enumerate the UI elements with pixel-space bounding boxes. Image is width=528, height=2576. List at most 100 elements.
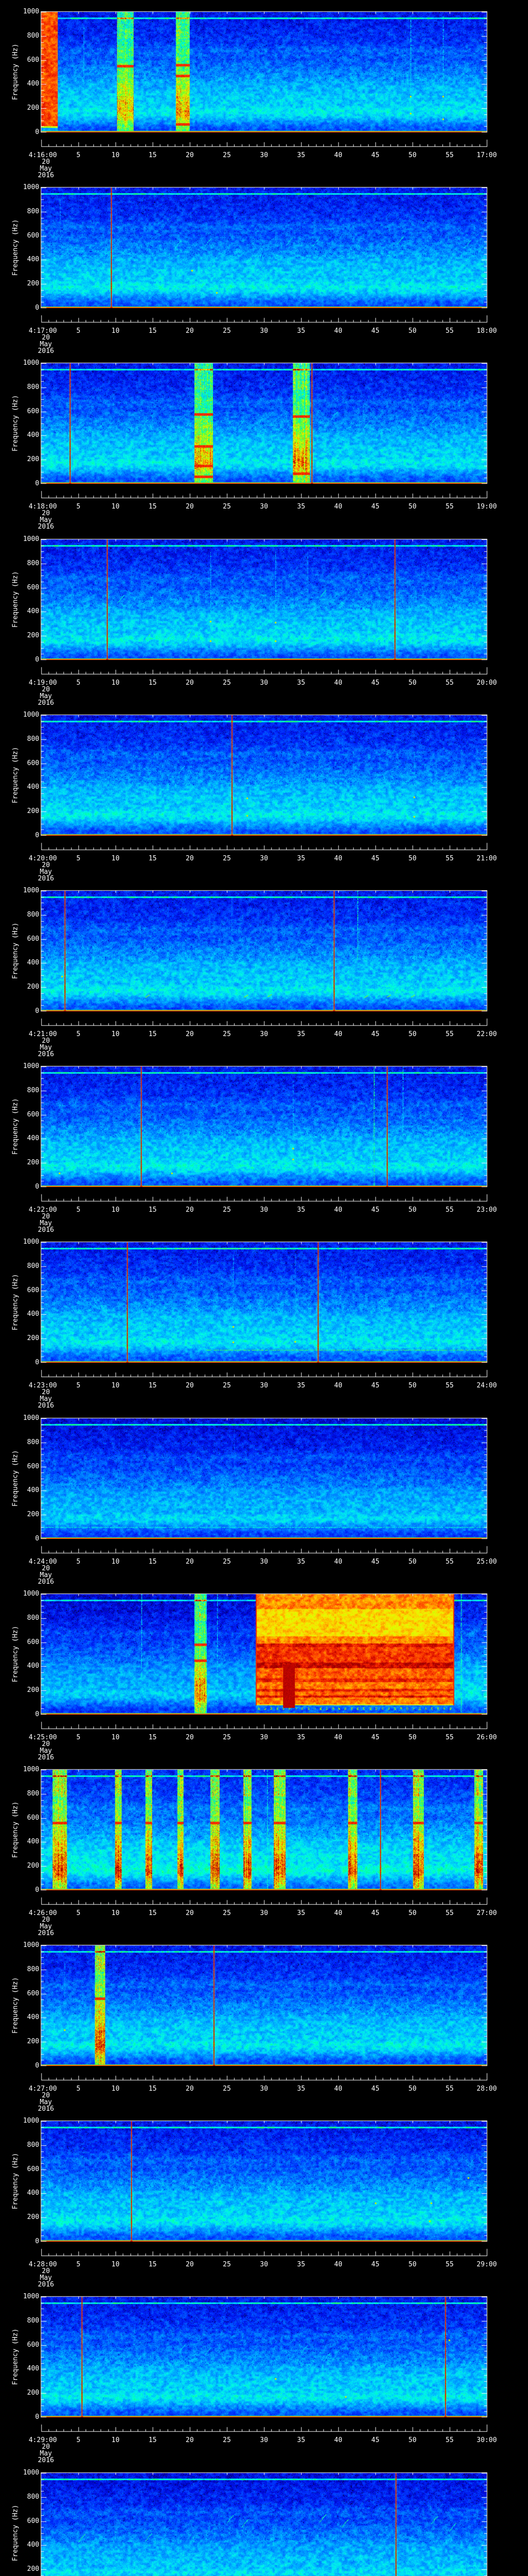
time-tick-label: 45 <box>371 151 380 159</box>
date-label: May <box>40 1747 52 1755</box>
freq-tick-label: 800 <box>27 2317 39 2325</box>
time-tick-label: 10 <box>111 2085 120 2093</box>
freq-tick-label: 0 <box>35 1886 39 1894</box>
freq-axis-title: Frequency (Hz) <box>11 1801 20 1858</box>
freq-tick-label: 1000 <box>23 2293 39 2300</box>
time-tick-label: 25 <box>223 2085 231 2093</box>
freq-tick-label: 400 <box>27 431 39 439</box>
date-label: May <box>40 516 52 524</box>
time-tick-label: 45 <box>371 855 380 862</box>
freq-tick-label: 800 <box>27 208 39 215</box>
time-tick-label: 10 <box>111 151 120 159</box>
end-time-label: 26:00 <box>476 1734 497 1741</box>
start-time-label: 4:17:00 <box>28 327 57 335</box>
freq-axis-title: Frequency (Hz) <box>11 1625 20 1683</box>
time-tick-label: 35 <box>297 327 305 335</box>
freq-tick-label: 0 <box>35 1710 39 1718</box>
date-label: May <box>40 868 52 876</box>
freq-axis-title: Frequency (Hz) <box>11 2504 20 2562</box>
time-tick-label: 40 <box>334 1206 342 1214</box>
freq-tick-label: 0 <box>35 1535 39 1543</box>
axes-canvas-4:22:00 <box>0 1065 528 1208</box>
time-tick-label: 15 <box>148 855 157 862</box>
date-label: 20 <box>42 1388 50 1396</box>
time-tick-label: 40 <box>334 503 342 511</box>
freq-tick-label: 600 <box>27 935 39 943</box>
freq-axis-title: Frequency (Hz) <box>11 2153 20 2210</box>
freq-tick-label: 800 <box>27 2493 39 2501</box>
time-tick-label: 15 <box>148 503 157 511</box>
freq-tick-label: 200 <box>27 455 39 463</box>
time-tick-label: 55 <box>446 327 454 335</box>
time-tick-label: 50 <box>408 1909 417 1917</box>
time-tick-label: 15 <box>148 1030 157 1038</box>
freq-tick-label: 600 <box>27 2341 39 2349</box>
time-tick-label: 30 <box>260 1206 268 1214</box>
time-tick-label: 10 <box>111 1558 120 1566</box>
freq-tick-label: 0 <box>35 2238 39 2245</box>
time-tick-label: 25 <box>223 2261 231 2268</box>
freq-tick-label: 400 <box>27 1662 39 1670</box>
time-tick-label: 20 <box>186 855 194 862</box>
time-tick-label: 25 <box>223 1030 231 1038</box>
freq-tick-label: 200 <box>27 104 39 112</box>
time-tick-label: 20 <box>186 1558 194 1566</box>
time-tick-label: 35 <box>297 679 305 687</box>
start-time-label: 4:18:00 <box>28 503 57 511</box>
time-tick-label: 10 <box>111 855 120 862</box>
date-label: 20 <box>42 1916 50 1924</box>
time-tick-label: 55 <box>446 1206 454 1214</box>
time-tick-label: 45 <box>371 1909 380 1917</box>
freq-tick-label: 400 <box>27 1838 39 1845</box>
time-tick-label: 45 <box>371 1382 380 1389</box>
freq-tick-label: 600 <box>27 232 39 240</box>
time-tick-label: 50 <box>408 327 417 335</box>
time-tick-label: 35 <box>297 2085 305 2093</box>
freq-tick-label: 0 <box>35 1007 39 1015</box>
time-tick-label: 15 <box>148 1734 157 1741</box>
freq-tick-label: 800 <box>27 1790 39 1798</box>
time-tick-label: 55 <box>446 2436 454 2444</box>
date-label: 20 <box>42 686 50 693</box>
time-tick-label: 30 <box>260 1734 268 1741</box>
time-tick-label: 15 <box>148 2085 157 2093</box>
time-tick-label: 35 <box>297 2261 305 2268</box>
freq-tick-label: 400 <box>27 2189 39 2197</box>
time-tick-label: 55 <box>446 1909 454 1917</box>
freq-tick-label: 600 <box>27 584 39 591</box>
time-tick-label: 55 <box>446 679 454 687</box>
end-time-label: 22:00 <box>476 1030 497 1038</box>
time-tick-label: 15 <box>148 679 157 687</box>
time-tick-label: 20 <box>186 2085 194 2093</box>
time-tick-label: 5 <box>76 1558 80 1566</box>
freq-tick-label: 200 <box>27 2565 39 2573</box>
date-label: 2016 <box>38 1754 54 1761</box>
time-tick-label: 30 <box>260 2436 268 2444</box>
freq-tick-label: 400 <box>27 256 39 263</box>
date-label: May <box>40 1571 52 1579</box>
date-label: 2016 <box>38 523 54 531</box>
freq-tick-label: 800 <box>27 32 39 40</box>
time-tick-label: 15 <box>148 2436 157 2444</box>
freq-axis-title: Frequency (Hz) <box>11 2328 20 2385</box>
time-tick-label: 20 <box>186 1030 194 1038</box>
freq-axis-title: Frequency (Hz) <box>11 43 20 100</box>
axes-canvas-4:26:00 <box>0 1769 528 1911</box>
time-tick-label: 25 <box>223 855 231 862</box>
date-label: 20 <box>42 334 50 342</box>
date-label: 20 <box>42 2267 50 2275</box>
time-tick-label: 15 <box>148 1206 157 1214</box>
freq-tick-label: 200 <box>27 1159 39 1166</box>
start-time-label: 4:16:00 <box>28 151 57 159</box>
time-tick-label: 50 <box>408 1030 417 1038</box>
time-tick-label: 5 <box>76 2261 80 2268</box>
time-tick-label: 25 <box>223 327 231 335</box>
start-time-label: 4:20:00 <box>28 855 57 862</box>
freq-axis-title: Frequency (Hz) <box>11 1977 20 2034</box>
time-tick-label: 15 <box>148 2261 157 2268</box>
freq-tick-label: 1000 <box>23 711 39 719</box>
time-tick-label: 5 <box>76 151 80 159</box>
end-time-label: 18:00 <box>476 327 497 335</box>
time-tick-label: 10 <box>111 503 120 511</box>
time-tick-label: 55 <box>446 855 454 862</box>
